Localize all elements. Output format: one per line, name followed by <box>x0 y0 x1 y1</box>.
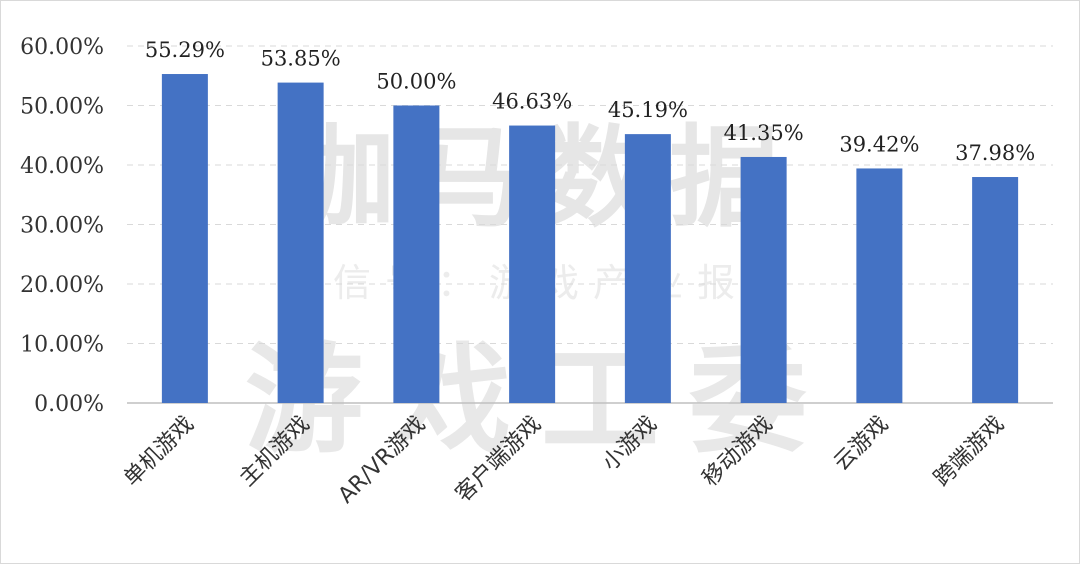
data-label: 53.85% <box>261 47 341 71</box>
category-label: 单机游戏 <box>119 412 199 492</box>
bar <box>972 177 1019 403</box>
bar <box>509 125 556 403</box>
data-label: 39.42% <box>839 132 919 156</box>
y-axis-ticks: 0.00% 10.00% 20.00% 30.00% 40.00% 50.00% 60.00… <box>20 35 104 417</box>
bar <box>277 82 324 403</box>
data-label: 37.98% <box>955 141 1035 165</box>
y-tick-label: 20.00% <box>20 273 104 298</box>
category-label: 云游戏 <box>829 412 893 476</box>
bar <box>856 168 903 403</box>
y-tick-label: 10.00% <box>20 333 104 358</box>
data-label: 46.63% <box>492 90 572 114</box>
y-tick-label: 40.00% <box>20 154 104 179</box>
bar <box>393 105 440 403</box>
data-label: 55.29% <box>145 38 225 62</box>
bar <box>624 134 671 403</box>
y-tick-label: 0.00% <box>34 392 104 417</box>
y-tick-label: 30.00% <box>20 214 104 239</box>
data-labels: 55.29% 53.85% 50.00% 46.63% 45.19% 41.35% 39.4… <box>145 38 1035 165</box>
category-label: 跨端游戏 <box>929 412 1009 492</box>
data-label: 50.00% <box>376 70 456 94</box>
data-label: 41.35% <box>724 121 804 145</box>
y-tick-label: 50.00% <box>20 95 104 120</box>
bar <box>740 156 787 403</box>
data-label: 45.19% <box>608 98 688 122</box>
y-tick-label: 60.00% <box>20 35 104 60</box>
bars <box>161 74 1019 403</box>
bar <box>161 74 208 403</box>
